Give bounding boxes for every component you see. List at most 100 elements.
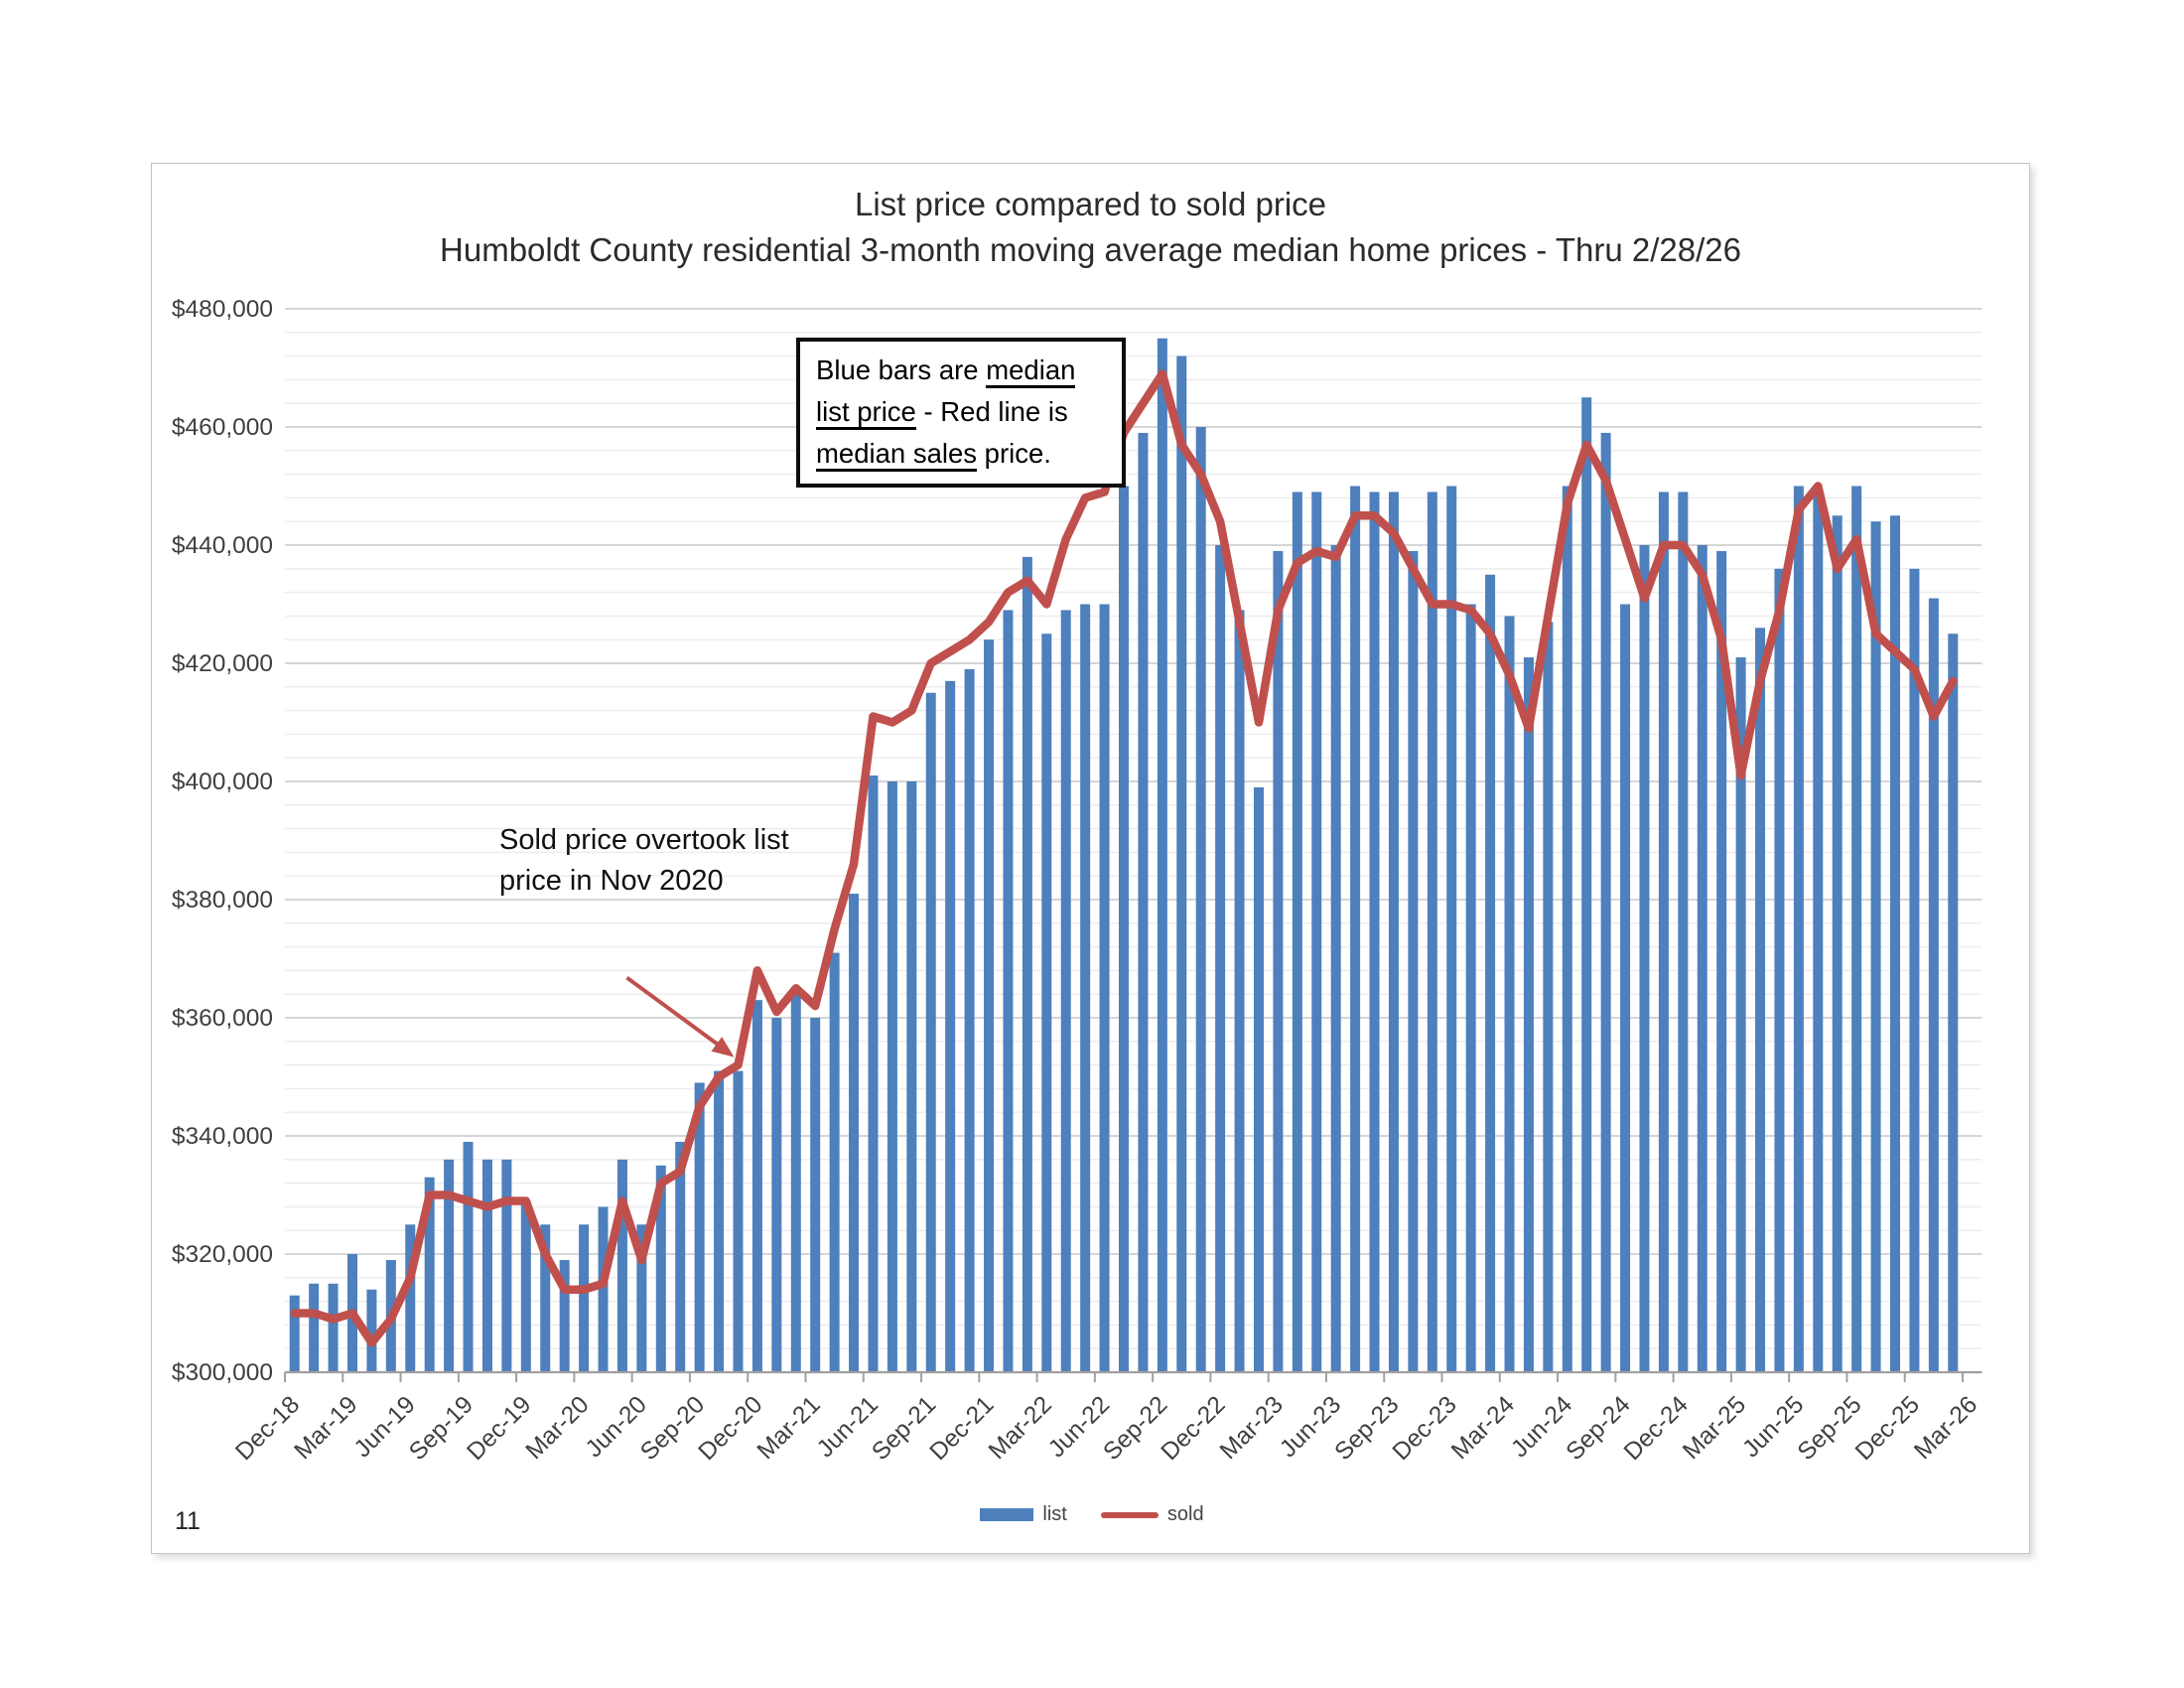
list-bar [964,668,975,1372]
list-bar [559,1259,570,1372]
list-bar [616,1159,627,1372]
list-bar [309,1283,320,1372]
y-axis-tick-label: $440,000 [172,532,273,559]
list-bar [1639,545,1650,1372]
list-bar [1620,604,1631,1372]
list-bar [1234,610,1245,1372]
x-axis-tick-label: Mar-21 [752,1391,826,1465]
x-axis-tick-label: Mar-20 [521,1391,595,1465]
x-axis-tick-label: Dec-21 [925,1391,1000,1466]
list-bar [868,775,879,1372]
list-bar [887,781,897,1372]
x-axis-tick-label: Sep-23 [1330,1391,1405,1466]
list-bar [1176,355,1187,1373]
x-axis-tick-label: Sep-22 [1098,1391,1172,1466]
list-bar [1215,545,1226,1372]
legend-label-list: list [1042,1503,1067,1525]
list-bar [405,1224,416,1372]
page-number: 11 [175,1507,201,1535]
x-axis-tick-label: Mar-19 [290,1391,363,1465]
title-block: List price compared to sold price Humbol… [151,182,2030,273]
list-bar [771,1018,782,1372]
list-bar [366,1289,377,1372]
x-axis: Dec-18Mar-19Jun-19Sep-19Dec-19Mar-20Jun-… [230,1370,1982,1466]
list-bar [1446,486,1457,1372]
legend-label-sold: sold [1166,1503,1204,1525]
x-axis-tick-label: Sep-20 [635,1391,710,1466]
x-axis-tick-label: Mar-22 [984,1391,1057,1465]
list-bar [1928,598,1939,1372]
list-bar [520,1200,531,1372]
annotation-underlined-text: median list price [816,354,1076,430]
list-bar [1774,568,1785,1372]
annotation-text: - Red line is [915,395,1068,427]
chart-legend: list sold [943,1503,1241,1526]
x-axis-tick-label: Sep-21 [867,1391,941,1466]
y-axis-tick-label: $340,000 [172,1123,273,1150]
x-axis-tick-label: Sep-19 [404,1391,478,1466]
list-bar [1697,545,1707,1372]
list-bar [1870,521,1881,1372]
list-bar [906,781,917,1372]
x-axis-tick-label: Sep-25 [1793,1391,1867,1466]
y-axis-tick-label: $300,000 [172,1359,273,1386]
annotation-box: Blue bars are median list price - Red li… [796,338,1126,489]
list-bar [1022,556,1032,1372]
list-series-swatch [980,1508,1034,1521]
list-bar [1253,786,1264,1372]
list-bar [1485,574,1496,1372]
list-bar [1948,633,1959,1372]
list-bar [1157,338,1167,1372]
legend-item-list: list [980,1503,1067,1526]
list-bar [1678,492,1689,1372]
list-bar [1562,486,1572,1372]
list-bar [1735,657,1746,1372]
x-axis-tick-label: Dec-24 [1619,1391,1694,1466]
list-bar [1909,568,1920,1372]
list-bar [1581,397,1592,1372]
legend-item-sold: sold [1100,1503,1204,1526]
list-bar [1755,628,1766,1372]
list-bar [1465,604,1476,1372]
annotation-text: price. [977,437,1051,469]
y-axis-labels: $300,000 $320,000 $340,000 $360,000 $380,000… [172,296,273,1386]
list-bar [1658,492,1669,1372]
list-bar [1504,616,1515,1372]
list-bar [1311,492,1322,1372]
x-axis-tick-label: Mar-23 [1215,1391,1289,1465]
list-bar [1408,550,1419,1372]
chart-subtitle: Humboldt County residential 3-month movi… [440,231,1741,269]
list-bar [444,1159,455,1372]
list-bar [1003,610,1014,1372]
y-axis-tick-label: $480,000 [172,296,273,323]
y-axis-tick-label: $400,000 [172,769,273,795]
list-bar [694,1082,705,1372]
list-bar [1369,492,1380,1372]
annotation-underlined-text: median sales [816,437,978,472]
list-bar [1427,492,1437,1372]
arrow-head [711,1037,735,1057]
x-axis-tick-label: Dec-18 [230,1391,305,1466]
y-axis-tick-label: $360,000 [172,1005,273,1032]
list-bar [1388,492,1399,1372]
list-bar [463,1141,474,1372]
list-bar [1543,622,1554,1372]
list-bar [1138,432,1149,1372]
sold-series-swatch [1100,1511,1159,1518]
list-bar [540,1224,551,1372]
chart-title: List price compared to sold price [854,186,1327,222]
list-bar [1060,610,1071,1372]
list-bar [733,1070,744,1372]
list-bar [984,639,995,1372]
list-bar [636,1224,647,1372]
list-bar [751,1000,762,1372]
x-axis-tick-label: Mar-24 [1446,1391,1520,1465]
x-axis-tick-label: Dec-20 [694,1391,768,1466]
list-bar [1523,657,1534,1372]
x-axis-tick-label: Dec-25 [1850,1391,1925,1466]
x-axis-tick-label: Sep-24 [1562,1391,1636,1466]
list-bar [289,1295,300,1372]
annotation-text: Blue bars are [816,354,987,385]
list-bar [1793,486,1804,1372]
list-bar [1851,486,1862,1372]
